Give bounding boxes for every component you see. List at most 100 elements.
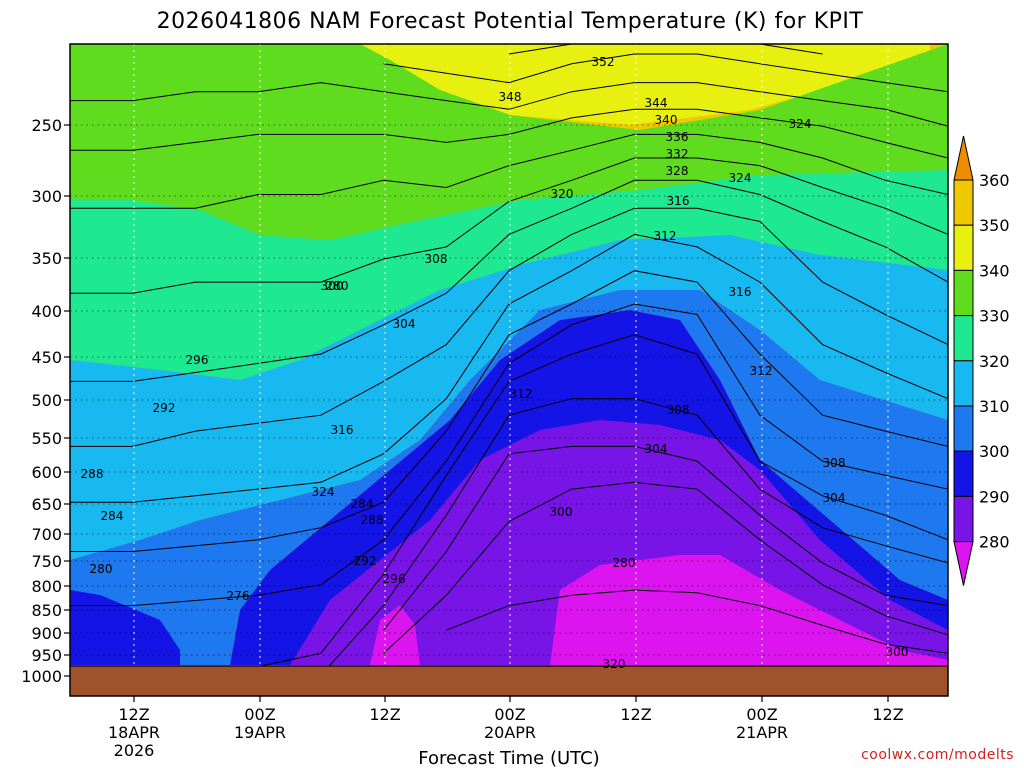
colorbar-top-arrow [953,135,974,181]
credit-text: coolwx.com/modelts [861,747,1014,763]
x-tick-sublabel: 2026 [114,741,155,760]
x-tick-sublabel: 21APR [736,723,788,742]
contour-label: 316 [331,423,354,437]
x-axis-label: Forecast Time (UTC) [418,748,599,768]
theta-band [70,170,948,380]
contour-label: 308 [667,403,690,417]
isentrope-lines [70,44,948,676]
contour-label: 308 [823,456,846,470]
isentrope-line [70,179,948,382]
x-tick-label: 12Z [369,705,400,724]
contour-label: 288 [361,513,384,527]
colorbar-segment [953,360,974,407]
chart-title: 2026041806 NAM Forecast Potential Temper… [157,9,864,34]
contour-label: 284 [351,497,374,511]
theta-band [370,605,420,665]
contour-label: 320 [551,187,574,201]
y-tick-label: 250 [31,116,62,135]
contour-label: 276 [227,589,250,603]
contour-label: 348 [499,90,522,104]
isentrope-line [70,133,948,209]
colorbar-bottom-arrow [953,541,974,586]
contour-label: 312 [510,387,533,401]
contour-label: 304 [823,491,846,505]
x-tick-sublabel: 20APR [484,723,536,742]
isentrope-line [70,82,948,127]
contour-label: 304 [393,317,416,331]
colorbar-tick-label: 350 [979,216,1010,235]
colorbar-tick-label: 330 [979,307,1010,326]
theta-band [70,290,948,665]
contour-label: 324 [789,117,812,131]
y-tick-label: 900 [31,624,62,643]
colorbar-tick-label: 320 [979,352,1010,371]
y-tick-label: 800 [31,577,62,596]
contour-label: 316 [729,285,752,299]
contour-label: 320 [603,657,626,671]
colorbar-segment [953,405,974,452]
contour-label: 296 [186,353,209,367]
colorbar-tick-label: 340 [979,261,1010,280]
x-tick-label: 12Z [872,705,903,724]
contour-label: 300 [886,645,909,659]
y-tick-label: 1000 [21,667,62,686]
colorbar-segment [953,450,974,497]
ground-surface [70,666,948,696]
contour-label: 288 [81,467,104,481]
colorbar-tick-label: 290 [979,487,1010,506]
x-tick-label: 00Z [746,705,777,724]
y-tick-label: 300 [31,187,62,206]
isentrope-line [383,445,948,631]
isentrope-line [320,398,948,676]
y-axis: 250 300 350 400 450 500 550 600 650 700 750 800 850 9… [21,116,70,686]
y-tick-label: 500 [31,391,62,410]
colorbar-tick-label: 360 [979,171,1010,190]
colorbar-segment [953,224,974,271]
contour-label: 340 [655,113,678,127]
x-tick-label: 12Z [620,705,651,724]
isentrope-line [383,53,948,93]
contour-label: 280 [326,279,349,293]
y-tick-label: 550 [31,429,62,448]
y-tick-label: 650 [31,495,62,514]
isentrope-line [70,233,948,503]
contour-label: 300 [550,505,573,519]
isentrope-line [70,108,948,159]
isentrope-line [383,481,948,654]
y-tick-label: 700 [31,525,62,544]
theta-band [70,235,948,560]
isentrope-line [70,207,948,447]
contour-label: 292 [153,401,176,415]
contour-label: 304 [645,442,668,456]
y-tick-label: 950 [31,646,62,665]
colorbar: 360 350 340 330 320 310 300 290 280 [953,135,1010,586]
colorbar-segment [953,179,974,226]
y-tick-label: 750 [31,552,62,571]
colorbar-tick-label: 310 [979,397,1010,416]
contour-label: 328 [666,164,689,178]
theta-band [70,590,180,665]
contour-label: 324 [729,171,752,185]
contour-label: 292 [354,554,377,568]
x-tick-sublabel: 19APR [234,723,286,742]
grid-lines [70,44,948,696]
contour-label: 344 [645,96,668,110]
isentrope-line [70,270,948,552]
colorbar-tick-label: 280 [979,533,1010,552]
theta-band [360,44,930,125]
contour-label: 324 [312,485,335,499]
contour-label: 316 [667,194,690,208]
x-tick-label: 12Z [118,705,149,724]
contour-label: 296 [383,572,406,586]
contour-label: 280 [90,562,113,576]
isentrope-line [508,44,823,55]
x-tick-label: 00Z [494,705,525,724]
plot-area: 352 348 344 340 336 332 328 324 320 316 312 308 304 3… [69,43,949,697]
contour-label: 308 [425,252,448,266]
colorbar-segment [953,495,974,543]
y-tick-label: 400 [31,302,62,321]
colorbar-segment [953,269,974,317]
isentrope-line [70,303,948,607]
contour-label: 312 [654,229,677,243]
